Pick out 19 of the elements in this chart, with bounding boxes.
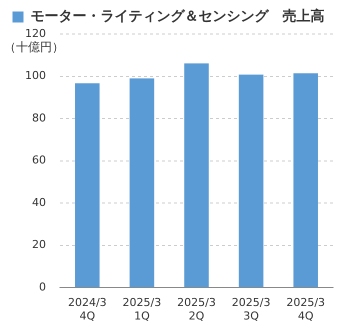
y-tick-label: 60: [32, 154, 46, 167]
x-tick-label: 2025/3 3Q: [232, 296, 270, 322]
y-tick-label: 80: [32, 111, 46, 124]
x-tick-label: 2025/3 1Q: [122, 296, 162, 322]
y-axis-title: （十億円）: [4, 40, 64, 54]
x-tick-label: 2024/3 4Q: [68, 296, 107, 322]
legend-label: モーター・ライティング＆センシング 売上高: [30, 8, 324, 25]
bar: [75, 83, 100, 288]
bar: [184, 63, 209, 288]
bar: [130, 78, 154, 288]
x-tick-label: 2025/3 2Q: [177, 296, 216, 322]
y-tick-label: 100: [25, 69, 46, 82]
bar: [293, 73, 318, 288]
bar: [238, 74, 264, 288]
y-tick-label: 0: [39, 280, 46, 294]
y-tick-label: 120: [25, 26, 46, 40]
x-tick-label: 2025/3 4Q: [286, 296, 326, 322]
y-tick-label: 40: [32, 196, 46, 209]
y-tick-label: 20: [32, 238, 46, 252]
